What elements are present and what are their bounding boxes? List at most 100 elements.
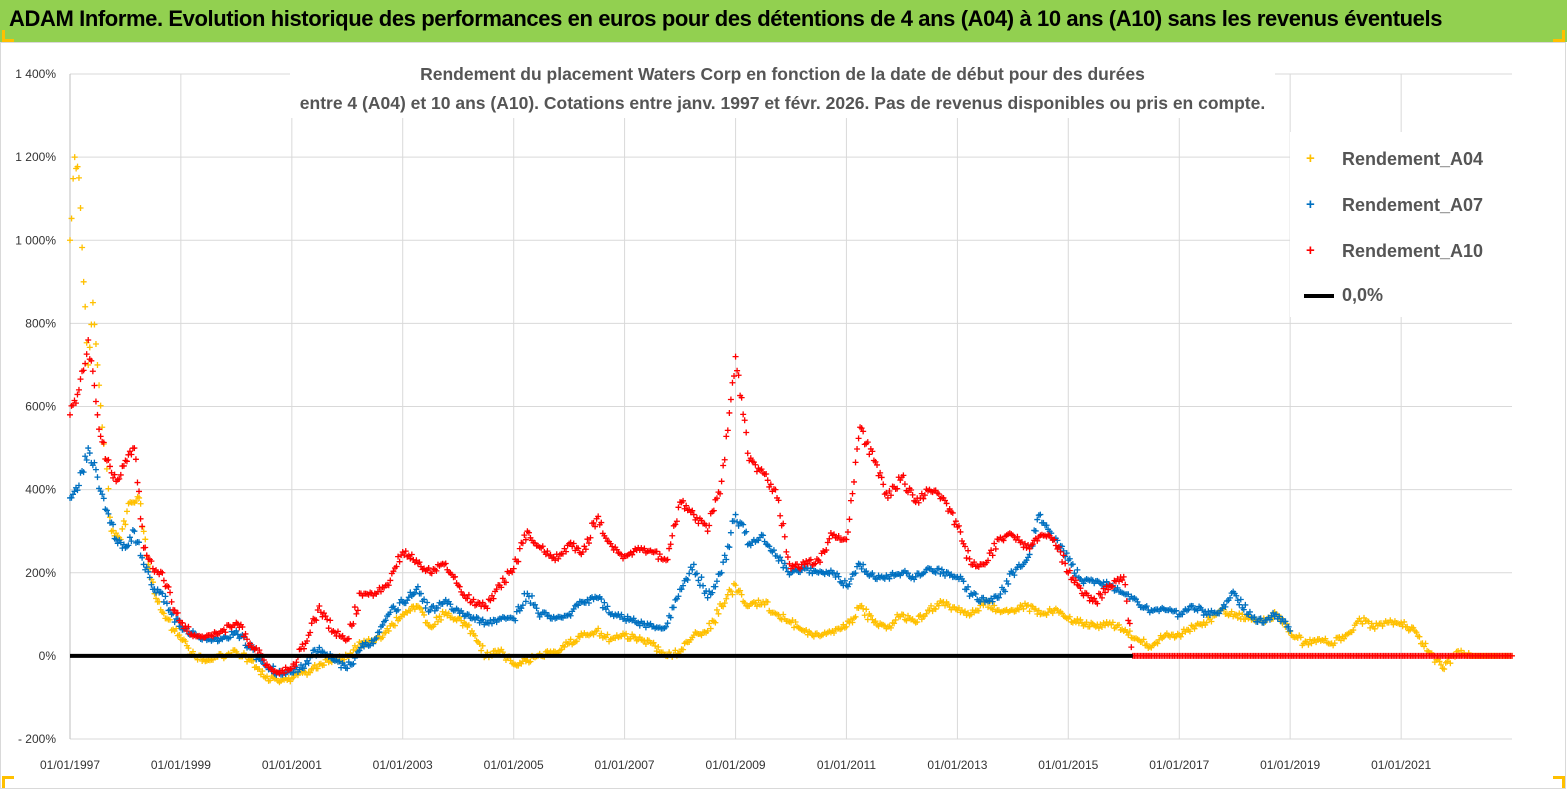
series-marker	[576, 634, 583, 641]
series-marker	[841, 536, 848, 543]
series-marker	[350, 660, 357, 667]
series-marker	[167, 589, 174, 596]
series-marker	[345, 635, 352, 642]
series-marker	[767, 481, 774, 488]
series-marker	[670, 604, 677, 611]
series-marker	[408, 551, 415, 558]
series-marker	[452, 573, 459, 580]
series-marker	[900, 472, 907, 479]
data-point	[168, 598, 175, 605]
series-marker	[478, 647, 485, 654]
series-marker	[972, 590, 979, 597]
series-marker	[539, 543, 546, 550]
header-banner: ADAM Informe. Evolution historique des p…	[0, 0, 1567, 42]
series-marker	[176, 623, 183, 630]
series-marker	[955, 522, 962, 529]
series-marker	[835, 573, 842, 580]
series-marker	[1126, 620, 1133, 627]
series-marker	[453, 605, 460, 612]
series-marker	[68, 494, 75, 501]
series-marker	[678, 586, 685, 593]
series-marker	[148, 581, 155, 588]
series-marker	[673, 518, 680, 525]
series-marker	[858, 565, 865, 572]
series-marker	[684, 576, 691, 583]
series-marker	[938, 566, 945, 573]
series-marker	[137, 500, 144, 507]
series-marker	[322, 613, 329, 620]
series-marker	[425, 608, 432, 615]
series-marker	[1297, 634, 1304, 641]
series-marker	[157, 568, 164, 575]
series-marker	[1005, 580, 1012, 587]
series-marker	[724, 427, 731, 434]
series-marker	[509, 615, 516, 622]
series-marker	[395, 553, 402, 560]
series-marker	[989, 598, 996, 605]
series-marker	[689, 634, 696, 641]
series-marker	[481, 603, 488, 610]
series-marker	[129, 526, 136, 533]
series-marker	[106, 514, 113, 521]
series-marker	[847, 616, 854, 623]
series-marker	[864, 439, 871, 446]
series-marker	[179, 619, 186, 626]
series-marker	[892, 616, 899, 623]
series-marker	[370, 640, 377, 647]
data-point	[75, 174, 82, 181]
series-marker	[442, 609, 449, 616]
series-marker	[992, 545, 999, 552]
series-marker	[731, 518, 738, 525]
series-marker	[1154, 640, 1161, 647]
series-marker	[887, 624, 894, 631]
series-marker	[111, 535, 118, 542]
series-marker	[1251, 614, 1258, 621]
series-marker	[965, 547, 972, 554]
series-marker	[975, 607, 982, 614]
series-marker	[897, 613, 904, 620]
series-marker	[1043, 522, 1050, 529]
series-marker	[908, 487, 915, 494]
series-marker	[1208, 618, 1215, 625]
series-marker	[536, 544, 543, 551]
x-tick-label: 01/01/2001	[262, 758, 322, 772]
series-marker	[433, 614, 440, 621]
series-marker	[479, 599, 486, 606]
series-marker	[924, 564, 931, 571]
series-marker	[91, 459, 98, 466]
series-marker	[734, 367, 741, 374]
series-marker	[780, 611, 787, 618]
y-tick-label: - 200%	[18, 732, 56, 746]
series-marker	[126, 534, 133, 541]
series-marker	[1075, 620, 1082, 627]
series-marker	[823, 547, 830, 554]
series-marker	[336, 658, 343, 665]
series-marker	[1035, 607, 1042, 614]
legend-label-zero: 0,0%	[1342, 285, 1384, 305]
series-marker	[143, 552, 150, 559]
series-marker	[727, 396, 734, 403]
series-marker	[227, 634, 234, 641]
series-marker	[190, 648, 197, 655]
series-marker	[1236, 610, 1243, 617]
series-marker	[110, 521, 117, 528]
series-marker	[434, 604, 441, 611]
series-marker	[522, 598, 529, 605]
series-marker	[479, 642, 486, 649]
series-marker	[559, 550, 566, 557]
series-marker	[1191, 625, 1198, 632]
series-marker	[928, 602, 935, 609]
series-marker	[781, 533, 788, 540]
series-marker	[852, 570, 859, 577]
series-marker	[165, 583, 172, 590]
series-marker	[82, 303, 89, 310]
series-marker	[723, 595, 730, 602]
series-marker	[325, 625, 332, 632]
series-marker	[134, 493, 141, 500]
series-marker	[97, 433, 104, 440]
series-marker	[1074, 566, 1081, 573]
series-marker	[609, 543, 616, 550]
series-marker	[573, 638, 580, 645]
series-layer	[67, 154, 1515, 686]
series-marker	[1170, 631, 1177, 638]
